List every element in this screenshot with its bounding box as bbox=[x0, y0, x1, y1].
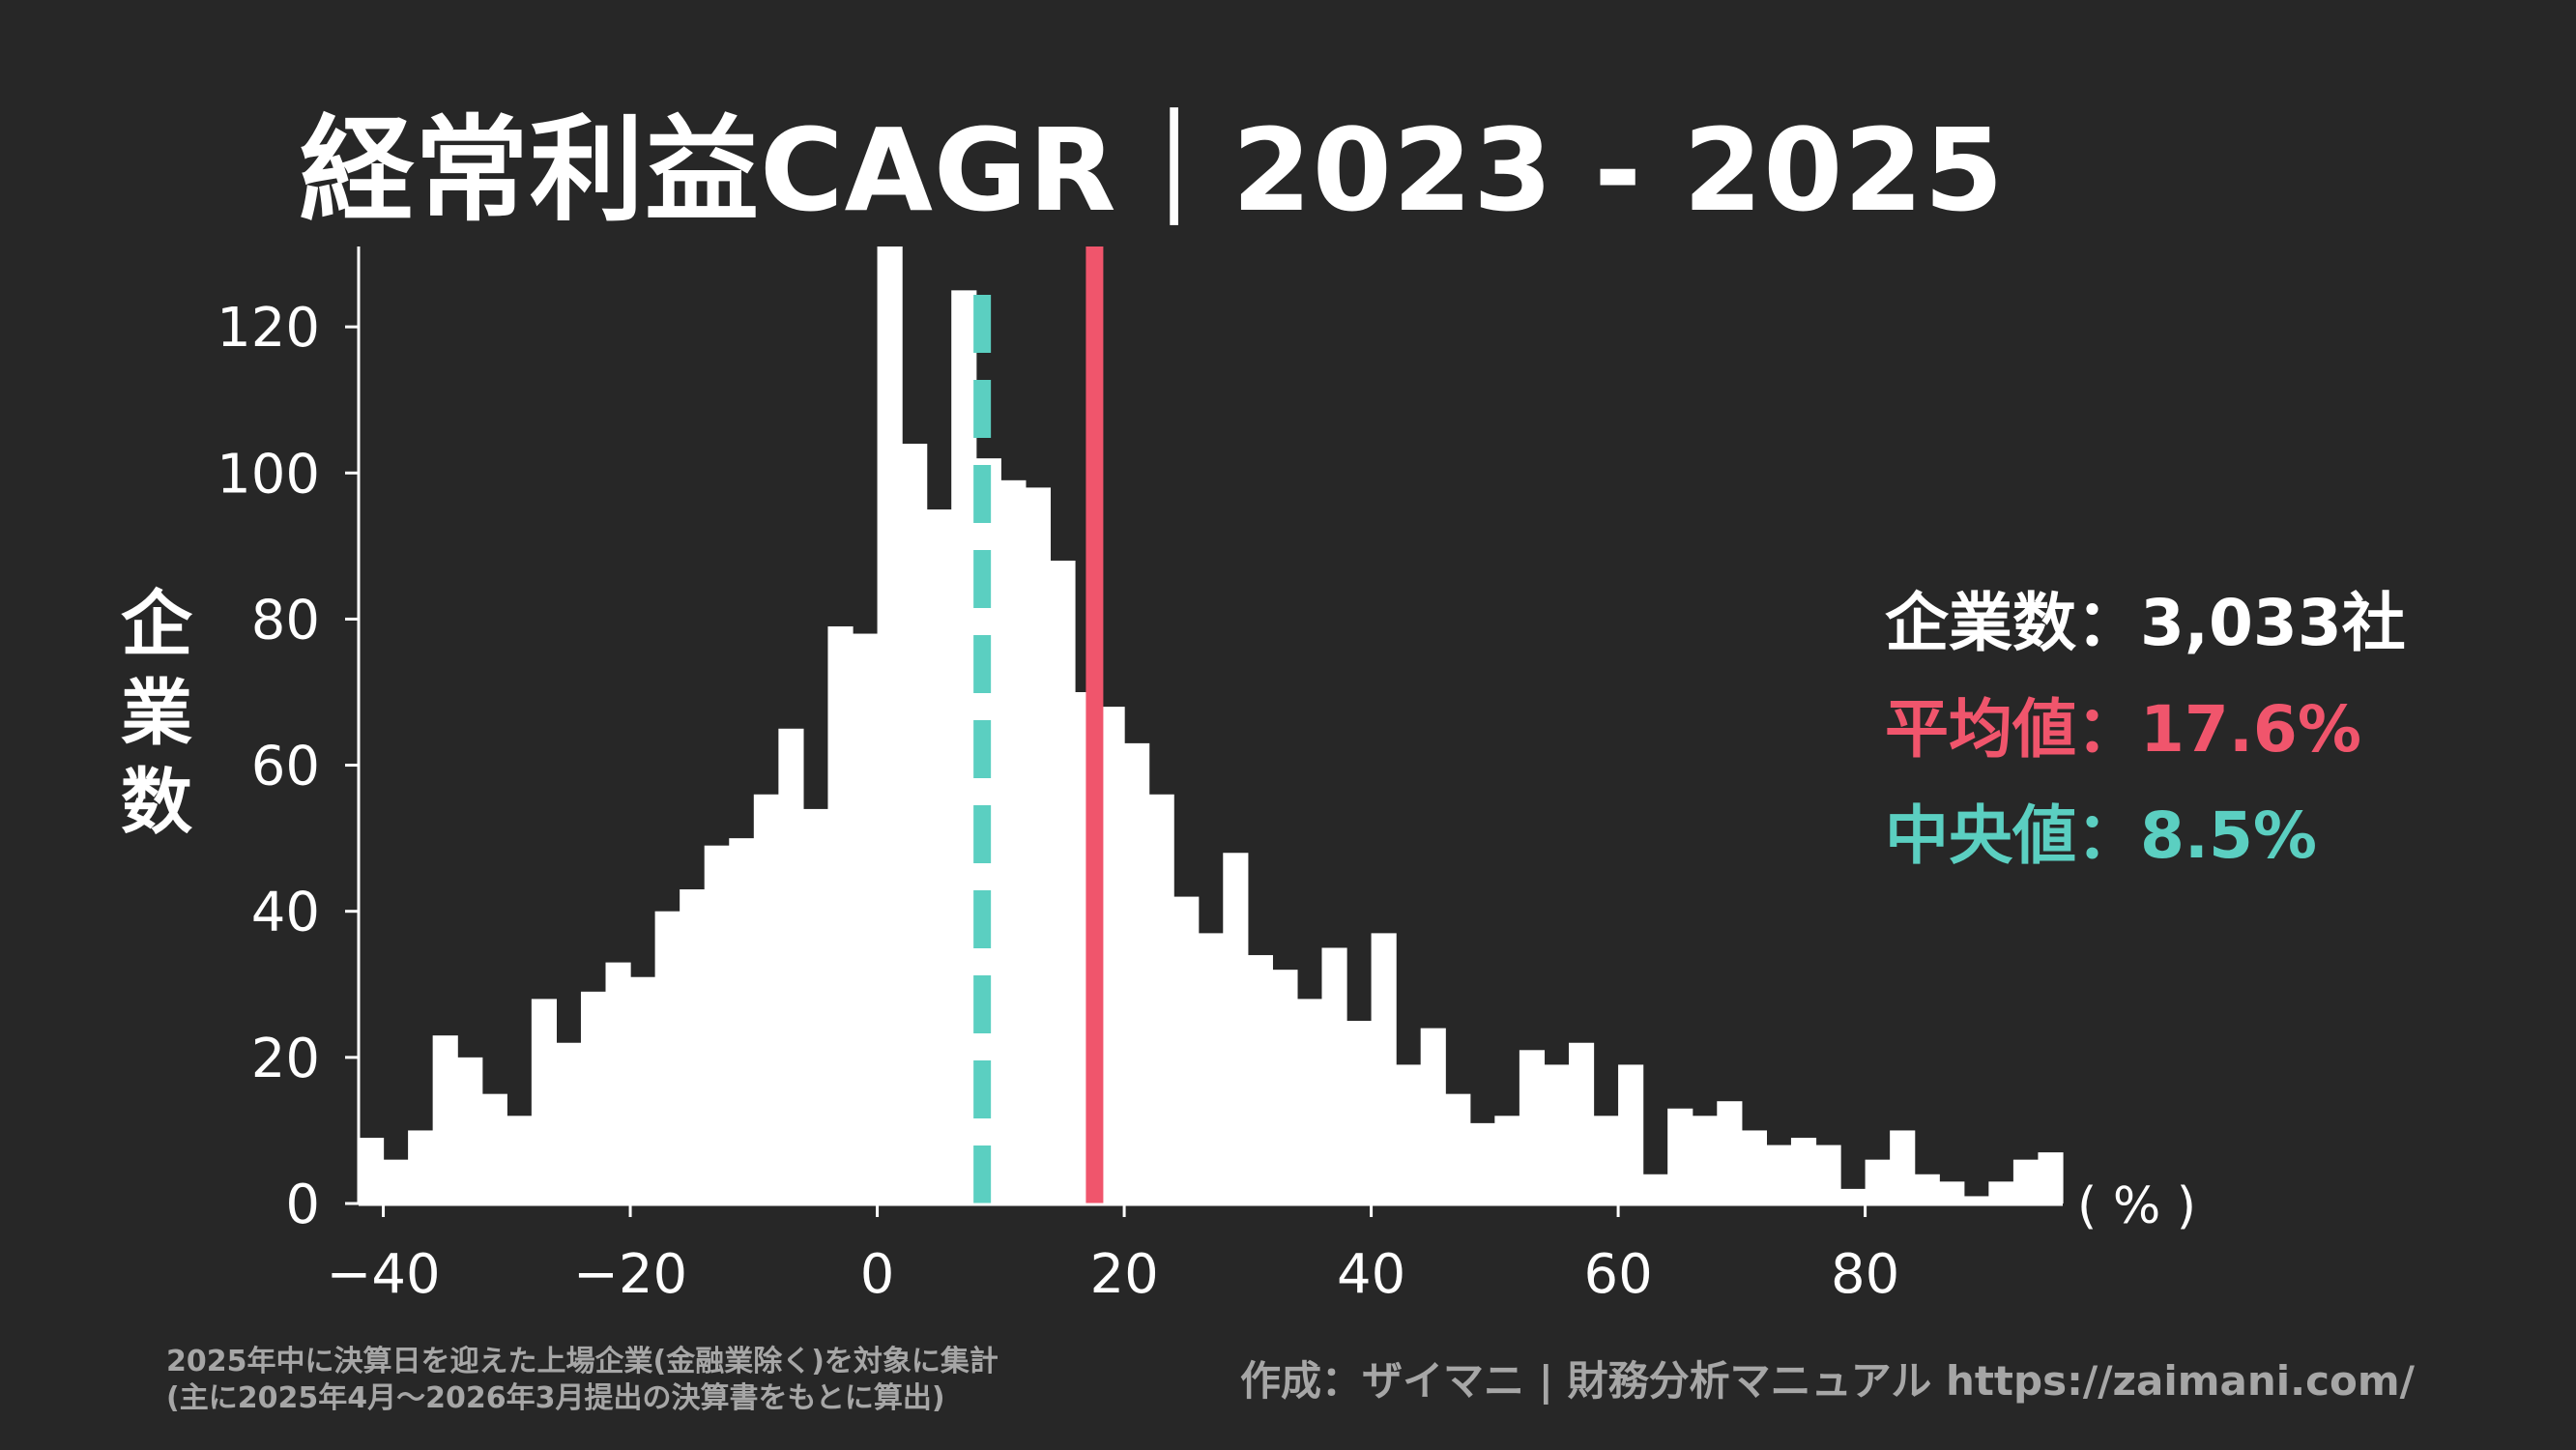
x-tick-label: 60 bbox=[1583, 1243, 1652, 1306]
histogram-bar bbox=[1642, 1174, 1668, 1204]
x-tick-label: 80 bbox=[1831, 1243, 1899, 1306]
footnote: 2025年中に決算日を迎えた上場企業(金融業除く)を対象に集計 (主に2025年… bbox=[166, 1344, 999, 1417]
histogram-bar bbox=[778, 728, 804, 1204]
y-axis-label: 企 業 数 bbox=[108, 580, 205, 847]
histogram-bar bbox=[1396, 1064, 1422, 1204]
histogram-bar bbox=[1790, 1137, 1817, 1204]
histogram-bar bbox=[1840, 1188, 1867, 1204]
stat-lines bbox=[973, 246, 1104, 1204]
histogram-bar bbox=[1371, 933, 1397, 1204]
y-tick-label: 120 bbox=[217, 297, 320, 360]
footnote-line-1: 2025年中に決算日を迎えた上場企業(金融業除く)を対象に集計 bbox=[166, 1345, 999, 1378]
x-tick-label: 0 bbox=[860, 1243, 895, 1306]
histogram-bar bbox=[1148, 794, 1174, 1204]
histogram-bar bbox=[1544, 1064, 1570, 1204]
histogram-bar bbox=[1865, 1159, 1891, 1204]
y-axis-label-char: 企 bbox=[121, 583, 192, 666]
histogram-bar bbox=[1445, 1093, 1471, 1204]
histogram-bar bbox=[1815, 1145, 1841, 1204]
histogram-bar bbox=[1519, 1050, 1546, 1204]
mean-stat: 平均値：17.6% bbox=[1885, 692, 2361, 767]
histogram-bar bbox=[507, 1116, 533, 1204]
histogram-bar bbox=[1988, 1181, 2014, 1204]
histogram-bar bbox=[753, 794, 779, 1204]
histogram-bar bbox=[1692, 1116, 1718, 1204]
x-tick-label: 40 bbox=[1337, 1243, 1405, 1306]
histogram-bar bbox=[1717, 1101, 1743, 1204]
chart-title: 経常利益CAGR｜2023 - 2025 bbox=[300, 103, 2005, 237]
y-axis-label-char: 業 bbox=[121, 672, 192, 755]
histogram-bars bbox=[359, 246, 2064, 1204]
histogram-bar bbox=[1568, 1042, 1595, 1204]
histogram-bar bbox=[853, 633, 879, 1204]
histogram-bar bbox=[1198, 933, 1224, 1204]
histogram-bar bbox=[1025, 487, 1052, 1204]
y-tick-label: 80 bbox=[251, 589, 320, 652]
y-tick-label: 20 bbox=[251, 1028, 320, 1090]
x-tick-label: −20 bbox=[573, 1243, 687, 1306]
histogram-bar bbox=[531, 999, 558, 1204]
x-unit-label: ( % ) bbox=[2077, 1177, 2196, 1235]
histogram-bar bbox=[680, 889, 706, 1204]
histogram-bar bbox=[1247, 955, 1273, 1204]
histogram-bar bbox=[1099, 707, 1125, 1204]
stats-legend: 企業数：3,033社 平均値：17.6% 中央値：8.5% bbox=[1885, 570, 2406, 889]
histogram-bar bbox=[481, 1093, 507, 1204]
histogram-bar bbox=[1296, 999, 1323, 1204]
histogram-bar bbox=[1124, 742, 1150, 1204]
histogram-bar bbox=[1766, 1145, 1792, 1204]
histogram-bar bbox=[1890, 1130, 1916, 1204]
histogram-bar bbox=[2038, 1152, 2064, 1204]
median-stat: 中央値：8.5% bbox=[1885, 798, 2318, 873]
histogram-bar bbox=[556, 1042, 582, 1204]
histogram-bar bbox=[926, 509, 952, 1204]
histogram-bar bbox=[432, 1035, 458, 1204]
y-tick-label: 60 bbox=[251, 736, 320, 798]
histogram-bar bbox=[1321, 947, 1347, 1204]
histogram-bar bbox=[951, 290, 977, 1204]
histogram-bar bbox=[729, 838, 755, 1204]
histogram-bar bbox=[1667, 1108, 1693, 1204]
histogram-bar bbox=[359, 1137, 385, 1204]
y-tick-label: 40 bbox=[251, 882, 320, 944]
histogram-bar bbox=[457, 1057, 483, 1204]
count-stat: 企業数：3,033社 bbox=[1885, 586, 2406, 660]
y-axis-label-char: 数 bbox=[121, 761, 192, 844]
histogram-bar bbox=[1173, 896, 1200, 1204]
histogram-bar bbox=[902, 444, 928, 1204]
y-tick-label: 0 bbox=[285, 1174, 320, 1236]
histogram-bar bbox=[654, 911, 680, 1204]
histogram-bar bbox=[1346, 1021, 1373, 1204]
histogram-bar bbox=[580, 991, 607, 1204]
histogram-bar bbox=[383, 1159, 409, 1204]
histogram-bar bbox=[1494, 1116, 1520, 1204]
histogram-bar bbox=[704, 845, 730, 1204]
histogram-bar bbox=[802, 808, 829, 1204]
histogram-bar bbox=[1593, 1116, 1619, 1204]
x-tick-label: −40 bbox=[326, 1243, 440, 1306]
histogram-bar bbox=[630, 976, 656, 1204]
histogram-bar bbox=[1272, 970, 1298, 1204]
histogram-bar bbox=[1469, 1122, 1495, 1204]
axes: 0 20 40 60 80 100 120 −40 −20 0 20 40 60 80 ( % ) bbox=[217, 246, 2196, 1306]
histogram-bar bbox=[1963, 1196, 1989, 1204]
histogram-bar bbox=[2012, 1159, 2040, 1204]
histogram-bar bbox=[827, 625, 854, 1204]
histogram-bar bbox=[1939, 1181, 1965, 1204]
histogram-bar bbox=[1914, 1174, 1940, 1204]
footnote-line-2: (主に2025年4月～2026年3月提出の決算書をもとに算出) bbox=[166, 1381, 945, 1415]
histogram-bar bbox=[1050, 560, 1076, 1204]
y-tick-label: 100 bbox=[217, 443, 320, 506]
histogram-bar bbox=[605, 962, 631, 1204]
histogram-bar bbox=[1618, 1064, 1644, 1204]
x-tick-label: 20 bbox=[1089, 1243, 1158, 1306]
histogram-bar bbox=[1741, 1130, 1767, 1204]
histogram-bar bbox=[1223, 853, 1249, 1204]
histogram-bar bbox=[1420, 1028, 1446, 1204]
histogram-bar bbox=[877, 246, 903, 1204]
histogram-bar bbox=[1000, 479, 1027, 1204]
histogram-bar bbox=[408, 1130, 434, 1204]
credit: 作成：ザイマニ | 財務分析マニュアル https://zaimani.com/ bbox=[1240, 1357, 2415, 1405]
